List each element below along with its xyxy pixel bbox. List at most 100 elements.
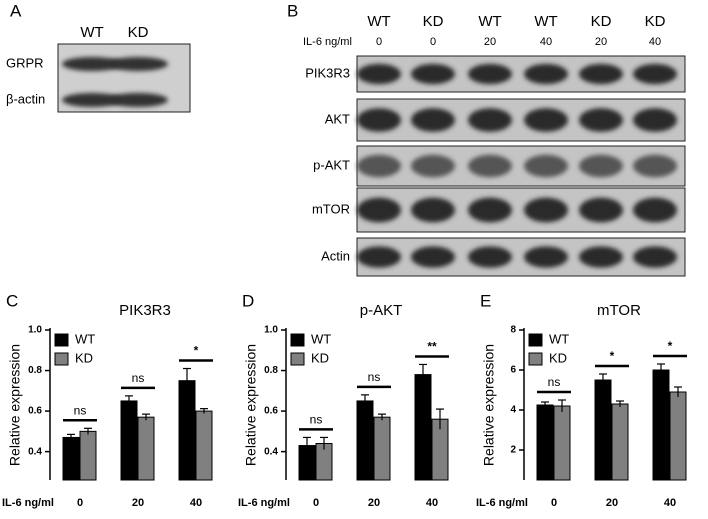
chart-title: mTOR [597,302,641,319]
legend-swatch [54,352,69,366]
x-tick-label: 20 [368,497,380,509]
row-label: Actin [321,248,350,263]
error-bar [303,436,311,454]
band [579,246,623,268]
band [468,197,512,223]
lane-label: WT [534,13,557,30]
error-bar [84,427,92,435]
error-bar [67,433,75,441]
panel-label: D [242,291,254,310]
bar [178,380,196,481]
band [524,197,568,223]
error-bar [436,408,444,430]
legend-label: WT [75,331,95,346]
band [108,93,168,107]
band [524,154,568,178]
bar [79,430,97,481]
x-axis-label: IL-6 ng/ml [238,497,290,509]
row-label: PIK3R3 [305,65,350,80]
y-axis-label: Relative expression [7,344,23,466]
row-label: GRPR [6,55,44,70]
error-bar [558,399,566,412]
x-tick-label: 40 [664,497,676,509]
error-bar [657,363,665,376]
error-bar [541,401,549,408]
error-bar [616,400,624,407]
band [633,108,677,132]
band [579,63,623,85]
band [411,246,455,268]
error-bar [125,395,133,407]
band [524,246,568,268]
x-tick-label: 40 [426,497,438,509]
band [411,197,455,223]
band [468,246,512,268]
bar [669,391,687,481]
lane-label: KD [591,13,612,30]
band [62,93,122,107]
x-tick-label: 0 [77,497,83,509]
significance-label: ns [74,403,87,417]
bar [373,416,391,481]
band [579,154,623,178]
error-bar [599,373,607,386]
significance-label: * [610,349,615,363]
lane-label: WT [478,13,501,30]
band [633,246,677,268]
blot [356,55,686,93]
legend-label: WT [549,331,569,346]
significance-label: ** [427,340,437,354]
legend-label: WT [311,331,331,346]
panel-label: B [287,1,298,20]
chart-title: p-AKT [360,302,403,319]
y-tick-label: 0.8 [28,365,42,376]
band [579,108,623,132]
significance-label: * [668,339,673,353]
row-label: β-actin [6,91,45,106]
x-axis-label: IL-6 ng/ml [476,497,528,509]
bar [137,416,155,481]
row-label: AKT [325,111,350,126]
legend-swatch [290,333,305,347]
y-tick-label: 2 [510,445,516,456]
y-axis-label: Relative expression [481,344,497,466]
bar [611,403,629,481]
x-tick-label: 20 [132,497,144,509]
band [579,197,623,223]
legend-swatch [528,352,543,366]
significance-label: ns [368,370,381,384]
x-tick-label: 0 [313,497,319,509]
dose-label: 20 [595,36,607,48]
band [62,57,122,71]
bar [414,374,432,481]
band [468,154,512,178]
dose-label: 0 [376,36,382,48]
panel-label: A [10,1,22,20]
band [411,108,455,132]
band [633,63,677,85]
treatment-label: IL-6 ng/ml [303,36,352,48]
dose-label: 40 [540,36,552,48]
significance-label: ns [548,375,561,389]
y-tick-label: 0.6 [28,406,42,417]
bar [652,369,670,481]
legend-swatch [54,333,69,347]
error-bar [200,408,208,414]
legend-label: KD [549,350,567,365]
y-axis-label: Relative expression [243,344,259,466]
band [108,57,168,71]
panel-label: C [6,291,18,310]
x-tick-label: 0 [551,497,557,509]
band [633,197,677,223]
bar [195,410,213,481]
lane-label: WT [367,13,390,30]
lane-label: KD [645,13,666,30]
y-tick-label: 1.0 [28,325,42,336]
bar [536,404,554,481]
legend-label: KD [311,350,329,365]
bar [62,436,80,481]
band [411,154,455,178]
band [524,63,568,85]
x-tick-label: 20 [606,497,618,509]
band [357,197,401,223]
